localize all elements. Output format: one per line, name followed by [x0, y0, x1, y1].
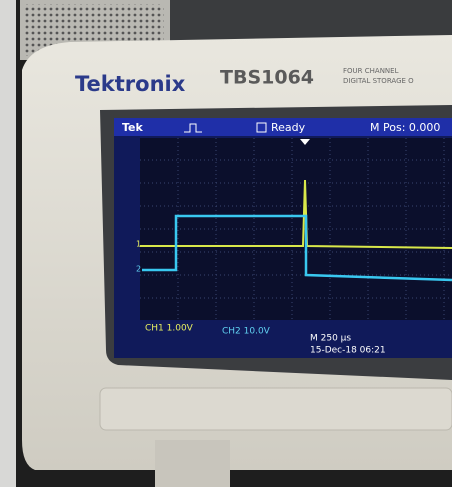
scene: Tektronix TBS1064 FOUR CHANNEL DIGITAL S…	[0, 0, 452, 487]
timestamp: 15-Dec-18 06:21	[310, 346, 386, 356]
position: M Pos: 0.000	[370, 121, 440, 134]
ch2-scale: CH2 10.0V	[222, 327, 271, 337]
model-note: FOUR CHANNEL	[343, 67, 399, 75]
screen-logo: Tek	[122, 121, 144, 134]
status: Ready	[271, 121, 306, 134]
model-note: DIGITAL STORAGE O	[343, 77, 414, 85]
button-strip	[100, 388, 452, 430]
ch2-marker: 2	[136, 265, 141, 274]
timebase: M 250 µs	[310, 334, 351, 344]
model: TBS1064	[220, 67, 314, 89]
brand: Tektronix	[75, 72, 186, 96]
ch1-marker: 1	[136, 240, 141, 249]
foot	[155, 440, 230, 487]
ch1-scale: CH1 1.00V	[145, 324, 194, 334]
left-edge	[0, 0, 16, 487]
